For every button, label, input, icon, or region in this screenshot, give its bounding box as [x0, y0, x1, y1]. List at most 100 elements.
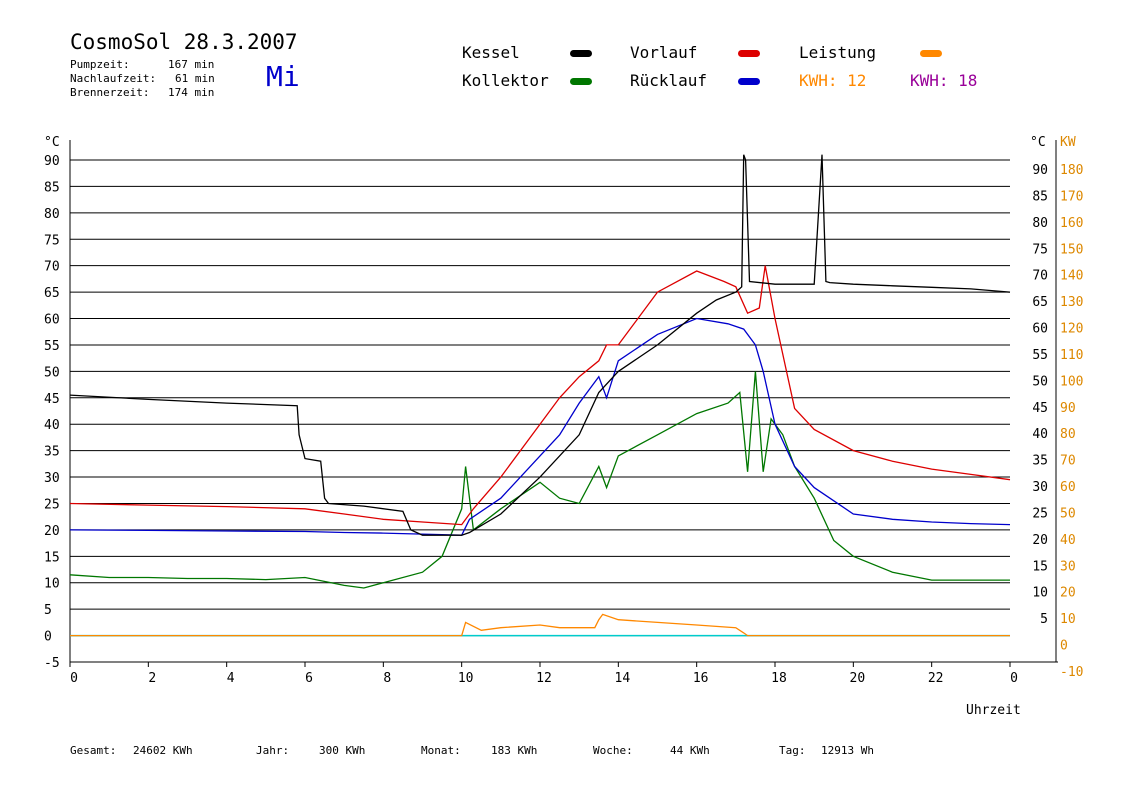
y-axis-label: °C — [44, 135, 60, 150]
legend-leistung-label: Leistung — [799, 43, 877, 62]
legend-vorlauf-label: Vorlauf — [630, 43, 698, 62]
y-right-tick-label: 25 — [1032, 506, 1048, 521]
power-tick-label: 150 — [1060, 242, 1083, 257]
y-tick-label: 0 — [44, 630, 52, 645]
power-tick-label: 130 — [1060, 295, 1083, 310]
power-tick-label: 120 — [1060, 322, 1083, 337]
power-tick-label: 180 — [1060, 163, 1083, 178]
power-tick-label: 20 — [1060, 586, 1076, 601]
x-tick-label: 10 — [458, 671, 474, 686]
power-tick-label: 110 — [1060, 348, 1083, 363]
page-title: CosmoSol 28.3.2007 — [70, 30, 298, 54]
y-tick-label: 55 — [44, 339, 60, 354]
x-tick-label: 16 — [693, 671, 709, 686]
legend-vorlauf-swatch — [738, 50, 760, 57]
series-line-leistung — [70, 613, 1010, 637]
weekday-label: Mi — [266, 60, 300, 93]
x-tick-label: 20 — [850, 671, 866, 686]
series-line-ruecklauf — [69, 317, 1011, 536]
y-right-tick-label: 50 — [1032, 374, 1048, 389]
legend-kwh1: KWH: 12 — [799, 71, 866, 90]
y-right-tick-label: 65 — [1032, 295, 1048, 310]
x-tick-label: 6 — [305, 671, 313, 686]
y-right-tick-label: 10 — [1032, 586, 1048, 601]
x-tick-label: 14 — [615, 671, 631, 686]
x-tick-label: 2 — [148, 671, 156, 686]
footer-jahr-value: 300 KWh — [319, 744, 366, 757]
y-tick-label: 25 — [44, 497, 60, 512]
stat-nachlaufzeit-value: 61 min — [175, 72, 215, 85]
y-right-tick-label: 30 — [1032, 480, 1048, 495]
footer-jahr-label: Jahr: — [256, 744, 290, 757]
y-tick-label: 5 — [44, 603, 52, 618]
x-tick-label: 22 — [928, 671, 944, 686]
stat-pumpzeit-value: 167 min — [168, 58, 215, 71]
y-tick-label: 50 — [44, 365, 60, 380]
power-tick-label: -10 — [1060, 665, 1083, 680]
series-line-kessel — [69, 154, 1011, 536]
power-tick-label: 140 — [1060, 269, 1083, 284]
legend-kessel-label: Kessel — [462, 43, 520, 62]
y-tick-label: 85 — [44, 180, 60, 195]
y-right-tick-label: 70 — [1032, 269, 1048, 284]
legend-kessel-swatch — [570, 50, 592, 57]
series-line-kollektor — [69, 371, 1010, 589]
legend-kwh1-value: 12 — [847, 71, 867, 90]
legend-kwh2-value: 18 — [958, 71, 978, 90]
y-right-tick-label: 15 — [1032, 559, 1048, 574]
y-tick-label: 80 — [44, 207, 60, 222]
power-tick-label: 40 — [1060, 533, 1076, 548]
power-tick-label: 30 — [1060, 559, 1076, 574]
footer-monat-value: 183 KWh — [491, 744, 538, 757]
power-tick-label: 70 — [1060, 454, 1076, 469]
y-tick-label: 75 — [44, 233, 60, 248]
power-tick-label: 10 — [1060, 612, 1076, 627]
power-tick-label: 0 — [1060, 639, 1068, 654]
power-tick-label: 80 — [1060, 427, 1076, 442]
y-right-axis-label: °C — [1030, 135, 1046, 150]
y-tick-label: 70 — [44, 260, 60, 275]
footer-woche-label: Woche: — [593, 744, 633, 757]
legend-kollektor-label: Kollektor — [462, 71, 549, 90]
y-right-tick-label: 75 — [1032, 242, 1048, 257]
y-tick-label: 40 — [44, 418, 60, 433]
power-tick-label: 170 — [1060, 189, 1083, 204]
y-right-tick-label: 45 — [1032, 401, 1048, 416]
footer-gesamt-value: 24602 KWh — [133, 744, 193, 757]
stat-pumpzeit-label: Pumpzeit: — [70, 58, 130, 71]
power-tick-label: 160 — [1060, 216, 1083, 231]
y-right-tick-label: 90 — [1032, 163, 1048, 178]
y-tick-label: 90 — [44, 154, 60, 169]
legend-ruecklauf-label: Rücklauf — [630, 71, 708, 90]
x-tick-label: 12 — [536, 671, 552, 686]
y-right-tick-label: 85 — [1032, 189, 1048, 204]
y-tick-label: 30 — [44, 471, 60, 486]
y-tick-label: 60 — [44, 313, 60, 328]
power-tick-label: 90 — [1060, 401, 1076, 416]
y-tick-label: -5 — [44, 656, 60, 671]
y-right-tick-label: 80 — [1032, 216, 1048, 231]
y-right-tick-label: 60 — [1032, 322, 1048, 337]
y-tick-label: 45 — [44, 392, 60, 407]
legend-kwh2: KWH: 18 — [910, 71, 977, 90]
footer-tag-value: 12913 Wh — [821, 744, 874, 757]
stat-brennerzeit-value: 174 min — [168, 86, 215, 99]
footer-tag-label: Tag: — [779, 744, 806, 757]
y-tick-label: 10 — [44, 577, 60, 592]
power-tick-label: 60 — [1060, 480, 1076, 495]
x-tick-label: 18 — [771, 671, 787, 686]
footer-monat-label: Monat: — [421, 744, 461, 757]
legend-kollektor-swatch — [570, 78, 592, 85]
x-tick-label: 8 — [383, 671, 391, 686]
y-tick-label: 35 — [44, 445, 60, 460]
power-tick-label: 100 — [1060, 374, 1083, 389]
y-right-tick-label: 20 — [1032, 533, 1048, 548]
y-right-tick-label: 35 — [1032, 454, 1048, 469]
y-right-tick-label: 5 — [1040, 612, 1048, 627]
x-tick-label: 0 — [1010, 671, 1018, 686]
stat-brennerzeit-label: Brennerzeit: — [70, 86, 150, 99]
y-tick-label: 65 — [44, 286, 60, 301]
x-tick-label: 4 — [227, 671, 235, 686]
legend-kwh2-label: KWH: — [910, 71, 949, 90]
